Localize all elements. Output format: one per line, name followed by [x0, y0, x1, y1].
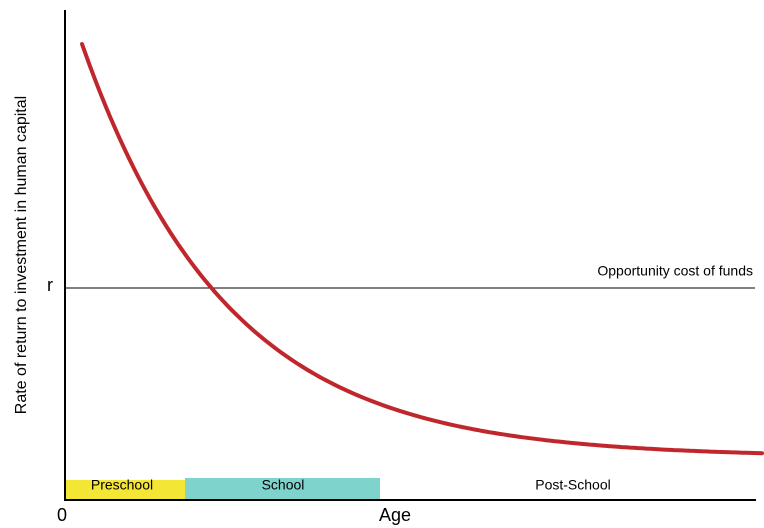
y-axis-label: Rate of return to investment in human ca… — [13, 96, 30, 414]
return-curve — [80, 42, 764, 456]
stage-label: School — [262, 477, 305, 493]
stage-label: Preschool — [91, 477, 153, 493]
x-axis-label: Age — [379, 505, 411, 525]
stage-label: Post-School — [535, 477, 610, 493]
preschool-band — [65, 480, 185, 500]
r-label: r — [47, 275, 53, 295]
line-label: Opportunity cost of funds — [597, 263, 753, 279]
origin-label: 0 — [57, 505, 67, 525]
school-band — [185, 478, 380, 500]
